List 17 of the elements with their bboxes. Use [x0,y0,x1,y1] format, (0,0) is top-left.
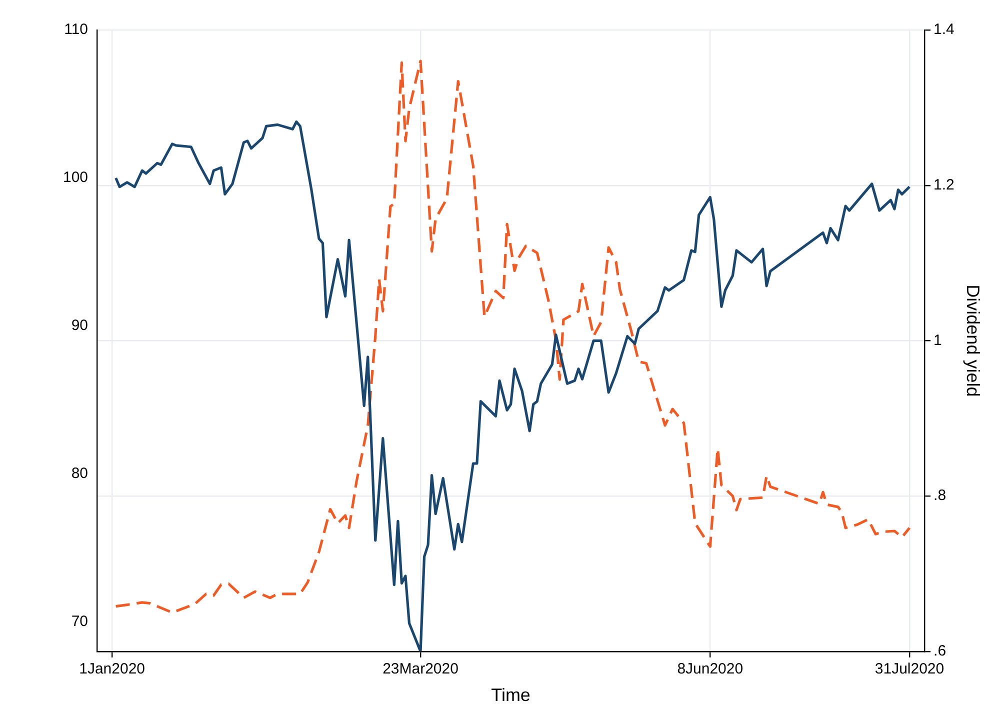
y2-axis-title: Dividend yield [963,284,984,397]
x-axis-title: Time [491,685,530,706]
x-tick-label: 23Mar2020 [382,660,458,678]
y-tick-label: 110 [64,21,88,38]
y2-tick-label: 1.4 [934,21,954,38]
y2-tick-label: .6 [934,642,946,660]
y-tick-label: 90 [71,317,88,334]
x-tick-label: 8Jun2020 [677,660,744,678]
y2-tick-label: 1.2 [934,176,954,194]
line-series [114,60,911,614]
y2-tick-label: 1 [934,332,942,349]
y-tick-label: 80 [71,465,88,482]
y-tick-label: 100 [62,169,88,186]
y-tick-label: 70 [71,612,88,630]
y2-tick-label: .8 [934,487,946,504]
x-tick-label: 31Jul2020 [874,660,944,678]
x-tick-label: 1Jan2020 [79,660,146,678]
